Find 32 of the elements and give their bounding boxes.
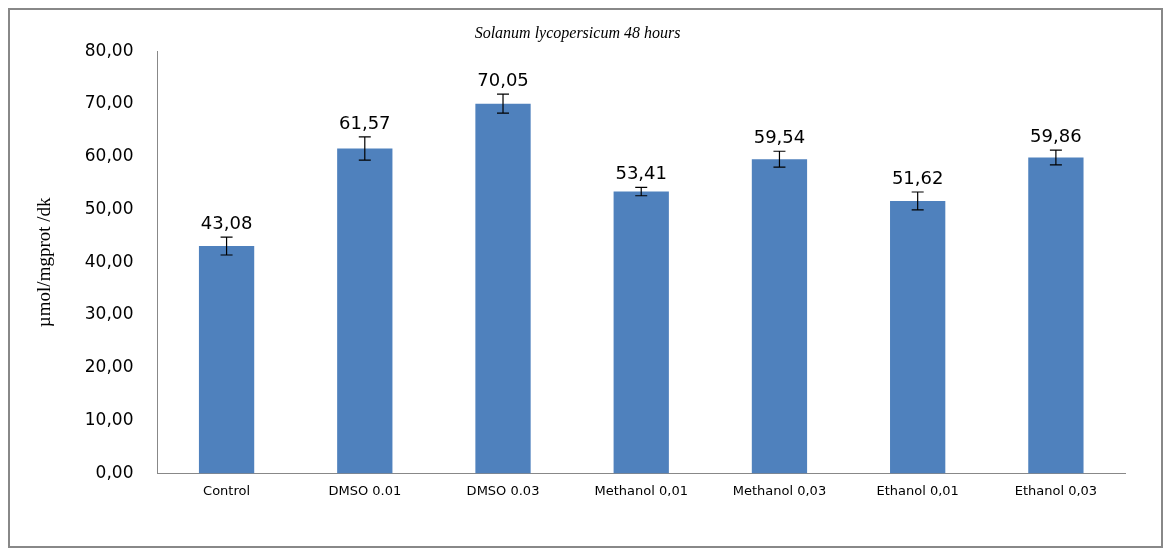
- bar: [337, 148, 393, 474]
- x-tick-label: Methanol 0,01: [594, 482, 688, 498]
- y-tick-label: 50,00: [84, 197, 134, 218]
- x-tick-label: Ethanol 0,03: [1014, 482, 1098, 498]
- bar: [1028, 157, 1084, 474]
- y-tick-label: 80,00: [84, 39, 134, 60]
- data-label: 43,08: [200, 211, 253, 233]
- x-tick-label: Control: [203, 482, 251, 498]
- y-tick-label: 70,00: [84, 92, 134, 113]
- data-label: 59,86: [1030, 124, 1082, 146]
- x-tick-label: Ethanol 0,01: [876, 482, 959, 498]
- data-label: 53,41: [615, 161, 667, 183]
- x-tick-label: DMSO 0.01: [328, 482, 402, 498]
- x-tick-label: DMSO 0.03: [466, 482, 540, 498]
- data-label: 51,62: [891, 166, 944, 188]
- y-tick-label: 0,00: [95, 461, 134, 482]
- y-tick-label: 60,00: [84, 145, 134, 166]
- data-label: 59,54: [753, 125, 806, 147]
- bar: [613, 191, 669, 474]
- x-tick-label: Methanol 0,03: [732, 482, 827, 498]
- y-axis-title: µmol/mgprot /dk: [33, 196, 55, 328]
- bar: [475, 103, 531, 474]
- bar: [751, 159, 808, 474]
- data-label: 61,57: [339, 111, 391, 133]
- y-tick-label: 30,00: [84, 303, 134, 324]
- y-tick-label: 20,00: [84, 356, 134, 377]
- y-tick-label: 10,00: [84, 409, 134, 430]
- y-tick-label: 40,00: [84, 250, 134, 271]
- bar: [198, 246, 255, 474]
- bar: [890, 200, 946, 474]
- data-label: 70,05: [477, 68, 529, 90]
- chart-title: Solanum lycopersicum 48 hours: [474, 23, 681, 42]
